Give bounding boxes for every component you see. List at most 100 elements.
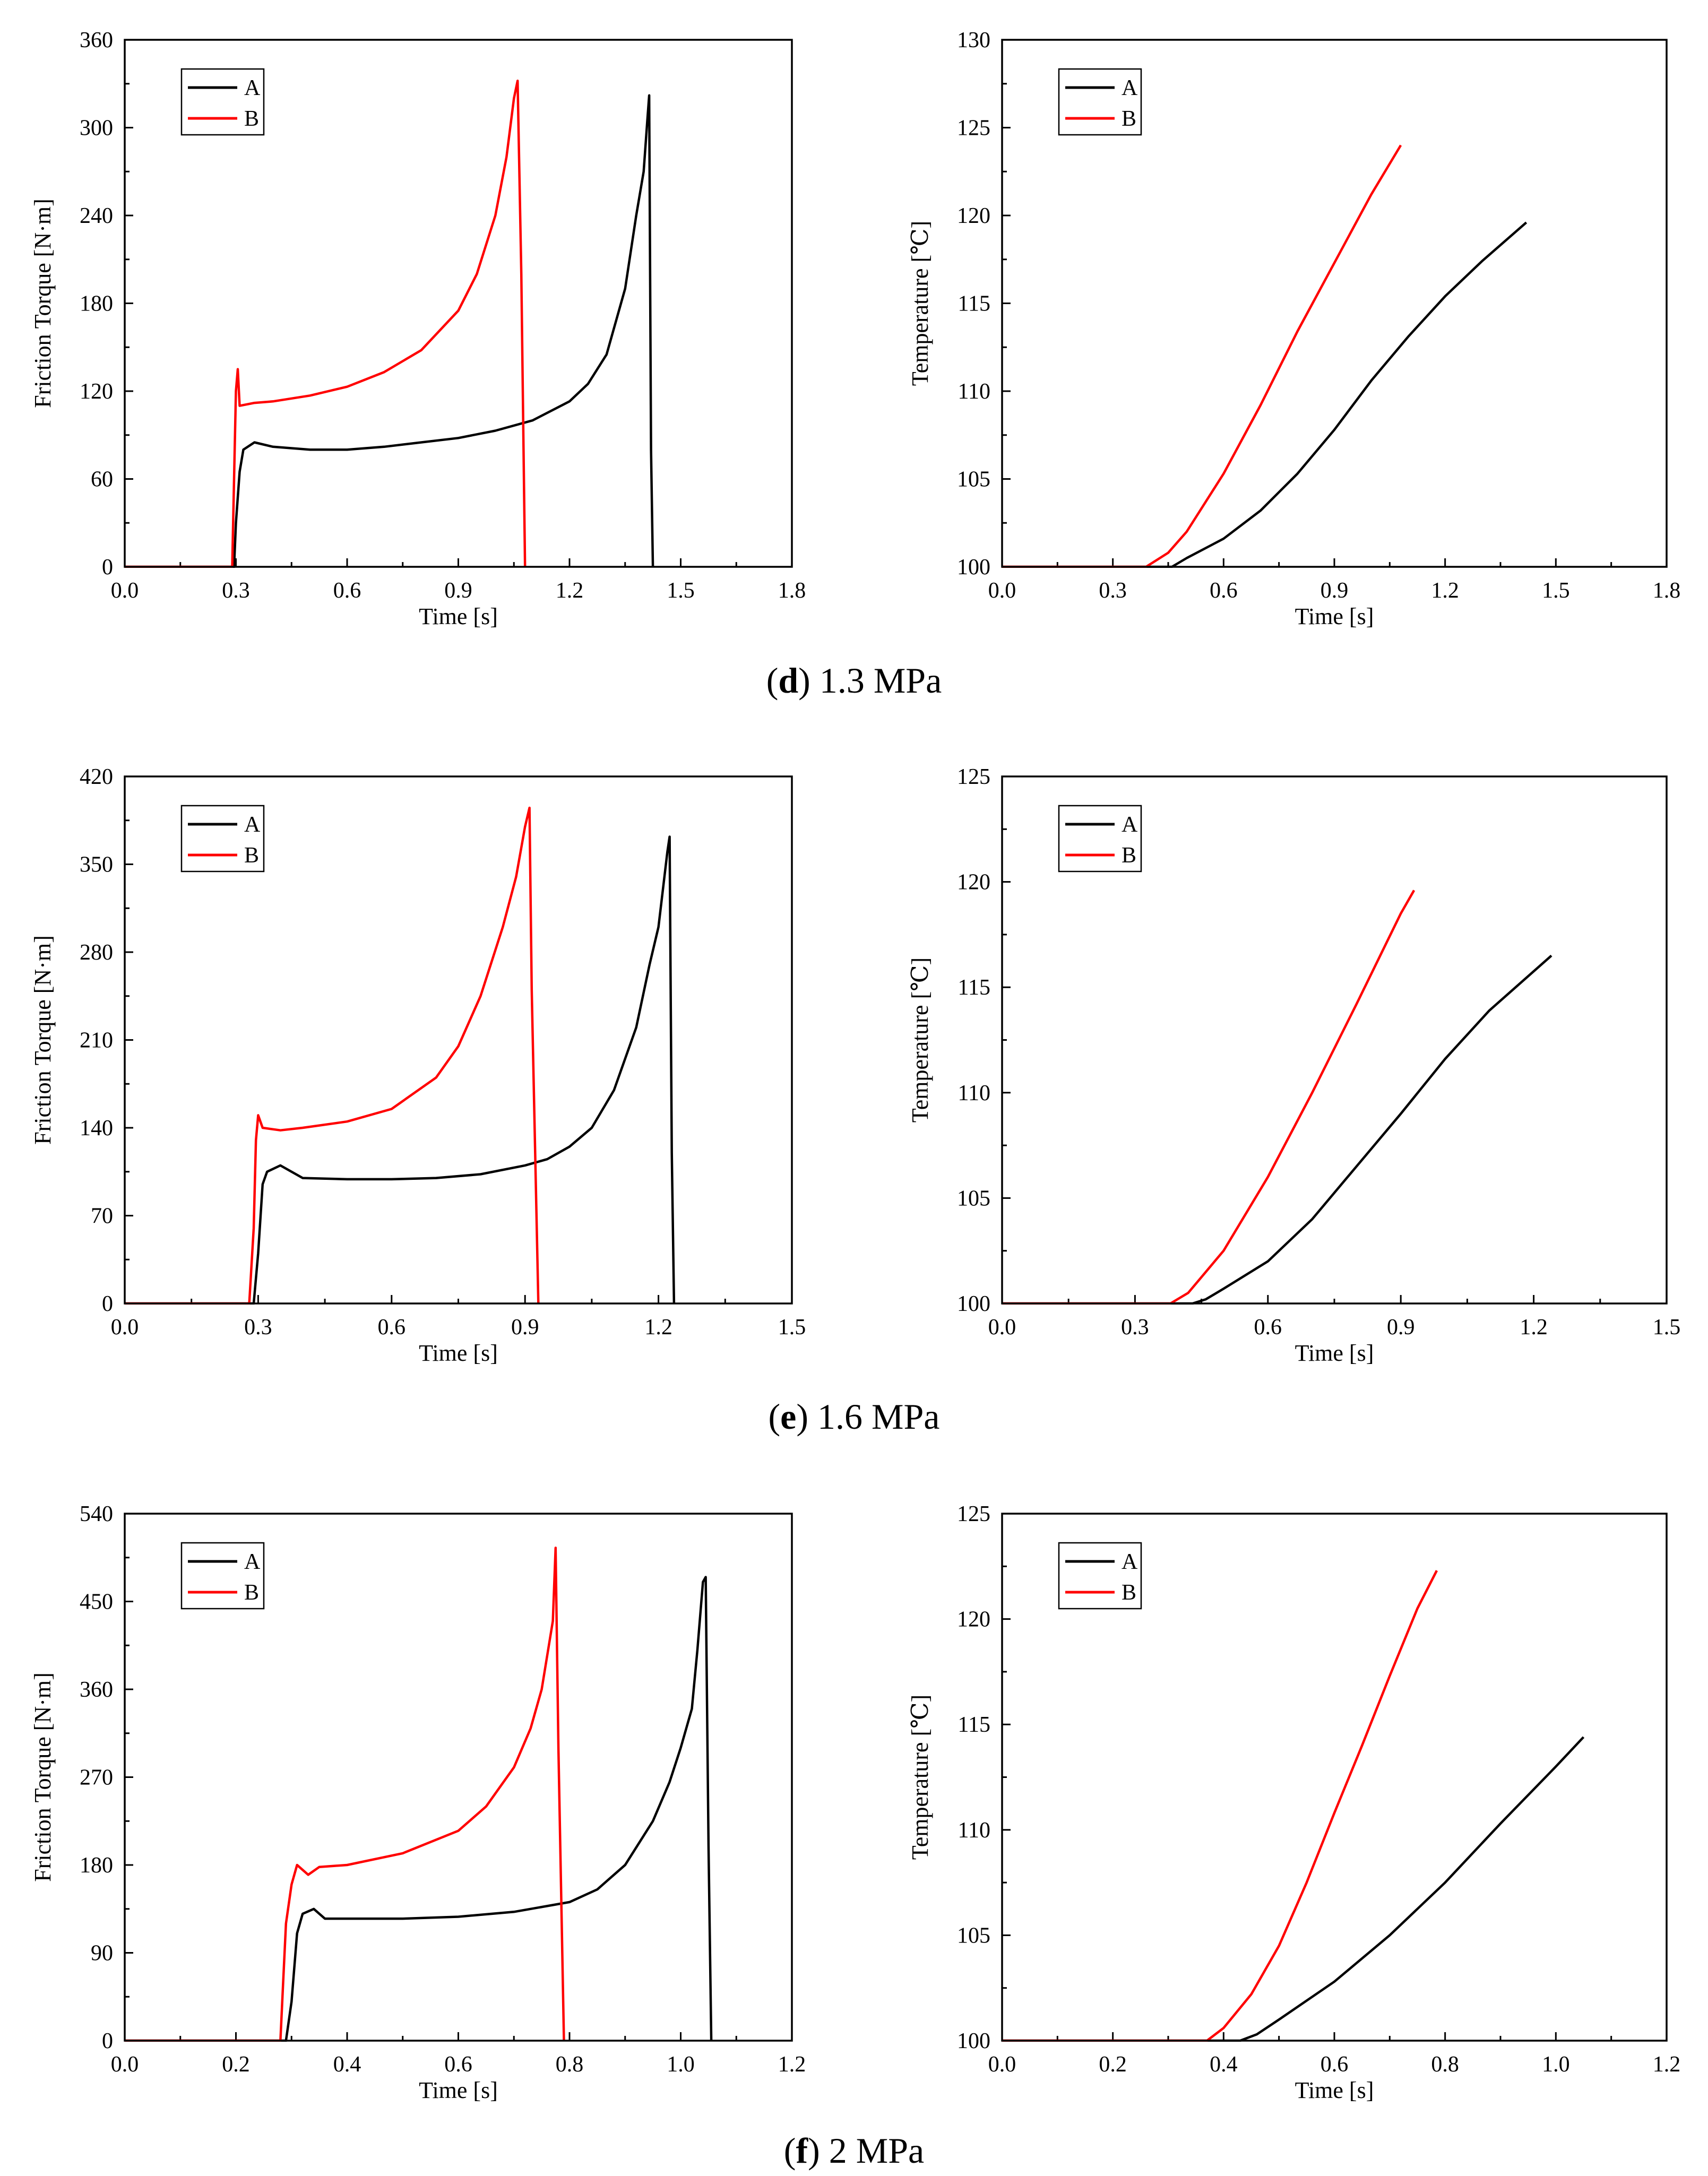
x-tick-label: 0.3 [1121,1315,1149,1340]
y-tick-label: 450 [80,1590,113,1614]
series-line-B [125,1547,565,2042]
caption-paren-close: ) [808,2130,820,2171]
y-tick-label: 100 [957,2029,990,2053]
y-tick-label: 540 [80,1502,113,1526]
x-tick-label: 1.2 [556,578,584,603]
caption-text: 1.6 MPa [808,1396,939,1437]
caption-paren-close: ) [798,660,810,701]
x-tick-label: 1.2 [1653,2052,1681,2077]
legend-box [1058,805,1142,873]
x-tick-label: 0.0 [988,1315,1016,1340]
x-axis-label: Time [s] [1295,1340,1374,1366]
caption-paren-open: ( [766,660,779,701]
y-tick-label: 240 [80,204,113,228]
x-tick-label: 1.5 [667,578,695,603]
x-tick-label: 0.9 [444,578,472,603]
panel-caption: (d) 1.3 MPa [766,660,942,701]
y-tick-label: 110 [958,379,990,404]
x-tick-label: 0.0 [988,2052,1016,2077]
x-axis-label: Time [s] [1295,2077,1374,2103]
chart-temp-row-2: 0.0 0.2 0.4 0.6 0.8 1.0 1.2 100 105 110 115 120 125 T… [907,1502,1680,2103]
y-tick-label: 210 [80,1029,113,1053]
x-tick-label: 0.9 [511,1315,539,1340]
y-tick-label: 140 [80,1116,113,1141]
legend-label-B: B [244,1581,259,1605]
legend: AB [1058,805,1142,873]
y-tick-label: 360 [80,28,113,53]
y-tick-label: 125 [957,1502,990,1526]
legend: AB [180,1542,265,1610]
y-tick-label: 125 [957,116,990,141]
x-tick-label: 1.8 [1653,578,1681,603]
y-tick-label: 100 [957,1292,990,1316]
y-tick-label: 130 [957,28,990,53]
y-tick-label: 105 [957,468,990,492]
legend-box [180,68,265,136]
legend: AB [180,68,265,136]
plot-frame [124,39,793,568]
y-tick-label: 280 [80,940,113,965]
series-line-A [125,94,654,568]
series-line-A [1002,954,1552,1305]
x-tick-label: 0.6 [1254,1315,1282,1340]
caption-letter: f [796,2130,808,2171]
legend-label-B: B [1122,843,1136,868]
legend-label-B: B [244,107,259,131]
x-tick-label: 0.0 [111,2052,139,2077]
legend: AB [1058,68,1142,136]
caption-letter: e [780,1396,796,1437]
legend-label-B: B [1122,1581,1136,1605]
x-tick-label: 0.2 [222,2052,250,2077]
x-tick-label: 1.5 [1542,578,1570,603]
legend-label-A: A [244,813,261,837]
y-axis-label: Temperature [℃] [907,957,933,1122]
y-tick-label: 60 [91,468,113,492]
series-line-A [1002,221,1528,568]
x-tick-label: 1.0 [667,2052,695,2077]
x-tick-label: 1.2 [644,1315,672,1340]
x-tick-label: 0.0 [111,578,139,603]
chart-torque-row-2: 0.0 0.2 0.4 0.6 0.8 1.0 1.2 0 90 180 270 360 450 540 T… [30,1502,806,2103]
y-tick-label: 0 [102,2029,113,2053]
x-tick-label: 1.2 [1431,578,1459,603]
x-tick-label: 0.8 [1431,2052,1459,2077]
legend-label-A: A [1122,76,1138,100]
x-axis-label: Time [s] [419,2077,498,2103]
x-tick-label: 0.0 [111,1315,139,1340]
legend-label-A: A [244,1550,261,1574]
x-tick-label: 0.3 [244,1315,272,1340]
y-tick-label: 270 [80,1766,113,1790]
plot-frame [124,1513,793,2042]
legend-box [180,1542,265,1610]
x-tick-label: 0.6 [1321,2052,1349,2077]
y-tick-label: 350 [80,853,113,877]
chart-torque-row-1: 0.0 0.3 0.6 0.9 1.2 1.5 0 70 140 210 280 350 420 Time… [30,765,806,1366]
x-axis-label: Time [s] [419,603,498,629]
series-line-B [1002,1570,1438,2042]
y-tick-label: 420 [80,765,113,789]
series-line-B [1002,890,1416,1305]
panel-caption: (e) 1.6 MPa [769,1396,940,1437]
chart-temp-row-0: 0.0 0.3 0.6 0.9 1.2 1.5 1.8 100 105 110 115 120 125 1… [907,28,1680,629]
legend-box [1058,68,1142,136]
x-tick-label: 0.9 [1321,578,1349,603]
caption-letter: d [778,660,798,701]
caption-paren-open: ( [784,2130,796,2171]
panel-caption: (f) 2 MPa [784,2130,924,2171]
x-tick-label: 0.4 [1210,2052,1238,2077]
y-tick-label: 120 [80,379,113,404]
x-axis-label: Time [s] [1295,603,1374,629]
y-axis-label: Temperature [℃] [907,1695,933,1860]
y-axis-label: Friction Torque [N·m] [30,935,56,1144]
caption-text: 2 MPa [820,2130,924,2171]
series-line-B [125,79,527,568]
x-tick-label: 0.6 [1210,578,1238,603]
legend: AB [1058,1542,1142,1610]
x-tick-label: 1.0 [1542,2052,1570,2077]
x-tick-label: 1.2 [1520,1315,1548,1340]
y-axis-label: Temperature [℃] [907,221,933,386]
y-tick-label: 0 [102,1292,113,1316]
y-tick-label: 110 [958,1081,990,1106]
y-tick-label: 90 [91,1941,113,1966]
legend: AB [180,805,265,873]
